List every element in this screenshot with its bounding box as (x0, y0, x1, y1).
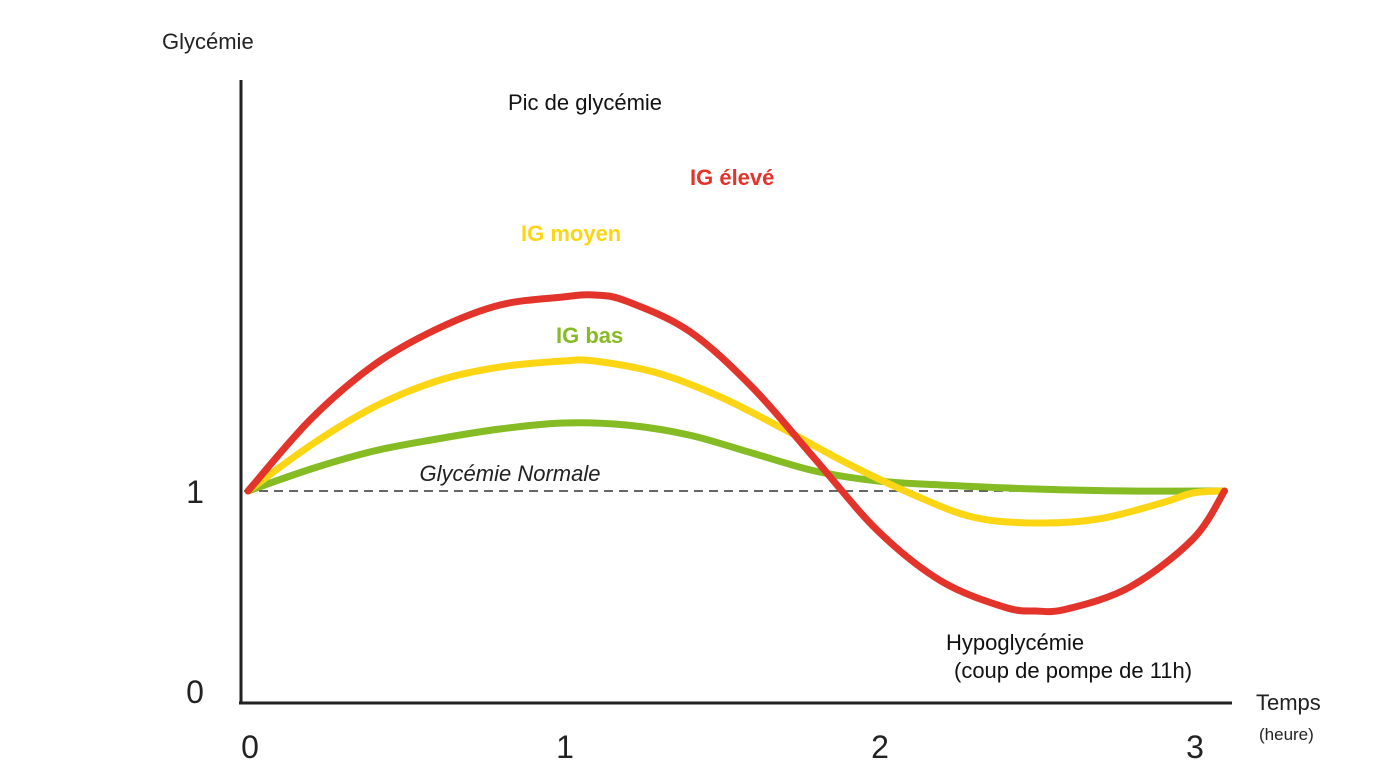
hypo-annotation-detail: (coup de pompe de 11h) (954, 658, 1192, 683)
series-line-ig-eleve (244, 291, 1228, 616)
series-label-ig-eleve: IG élevé (690, 165, 774, 190)
y-tick-label-1: 1 (186, 474, 204, 510)
peak-annotation: Pic de glycémie (508, 90, 662, 115)
series-label-ig-moyen: IG moyen (521, 221, 621, 246)
x-axis-title: Temps (1256, 690, 1321, 715)
baseline-label: Glycémie Normale (420, 461, 601, 486)
x-tick-label-1: 1 (556, 729, 574, 765)
series-line-ig-moyen (244, 356, 1228, 527)
series-label-ig-bas: IG bas (556, 323, 623, 348)
hypo-annotation: Hypoglycémie (946, 630, 1084, 655)
y-tick-label-0: 0 (186, 674, 204, 710)
x-axis-unit: (heure) (1259, 725, 1314, 744)
x-tick-label-0: 0 (241, 729, 259, 765)
x-tick-label-2: 2 (871, 729, 889, 765)
series-line-ig-bas (244, 419, 1228, 495)
y-axis-title: Glycémie (162, 29, 254, 54)
x-tick-label-3: 3 (1186, 729, 1204, 765)
